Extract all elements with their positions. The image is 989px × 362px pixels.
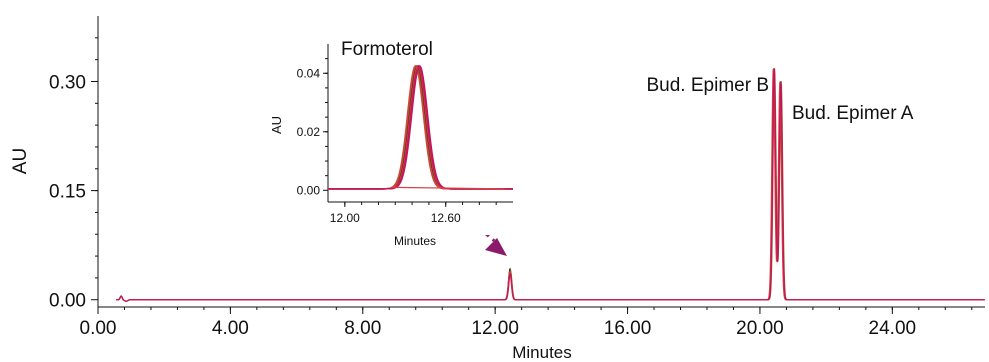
inset-y-tick-label: 0.02 <box>297 125 321 139</box>
main-x-tick-label: 20.00 <box>736 318 784 339</box>
inset-x-tick-label: 12.00 <box>330 211 360 225</box>
inset-title: Formoterol <box>341 39 433 60</box>
main-x-tick-label: 4.00 <box>212 318 249 339</box>
inset-y-axis-title: AU <box>269 116 284 134</box>
inset-x-tick-label: 12.60 <box>431 211 461 225</box>
inset-y-tick-label: 0.04 <box>297 66 321 80</box>
main-series-trace <box>116 68 985 302</box>
main-y-tick-label: 0.30 <box>49 72 86 93</box>
main-chromatogram: 0.00 4.00 8.00 12.00 16.00 20.00 24.00 0.00 0.15… <box>10 16 985 362</box>
main-y-tick-label: 0.00 <box>49 291 86 312</box>
inset-x-axis-title: Minutes <box>394 234 436 248</box>
main-x-tick-label: 8.00 <box>344 318 381 339</box>
main-y-tick-label: 0.15 <box>49 182 86 203</box>
inset-chromatogram: 12.00 12.60 0.00 0.02 0.04 Formoterol AU Min… <box>269 39 514 248</box>
inset-y-tick-label: 0.00 <box>297 183 321 197</box>
inset-baseline-trace <box>391 186 505 190</box>
peak-label-epimer-a: Bud. Epimer A <box>792 103 914 124</box>
main-x-axis-title: Minutes <box>512 343 572 362</box>
zoom-arrow-head <box>485 238 507 256</box>
main-x-tick-label: 24.00 <box>869 318 917 339</box>
main-y-axis-title: AU <box>10 148 31 174</box>
main-x-tick-label: 0.00 <box>80 318 117 339</box>
main-x-tick-label: 16.00 <box>604 318 652 339</box>
peak-label-epimer-b: Bud. Epimer B <box>647 75 770 96</box>
main-x-tick-label: 12.00 <box>471 318 519 339</box>
